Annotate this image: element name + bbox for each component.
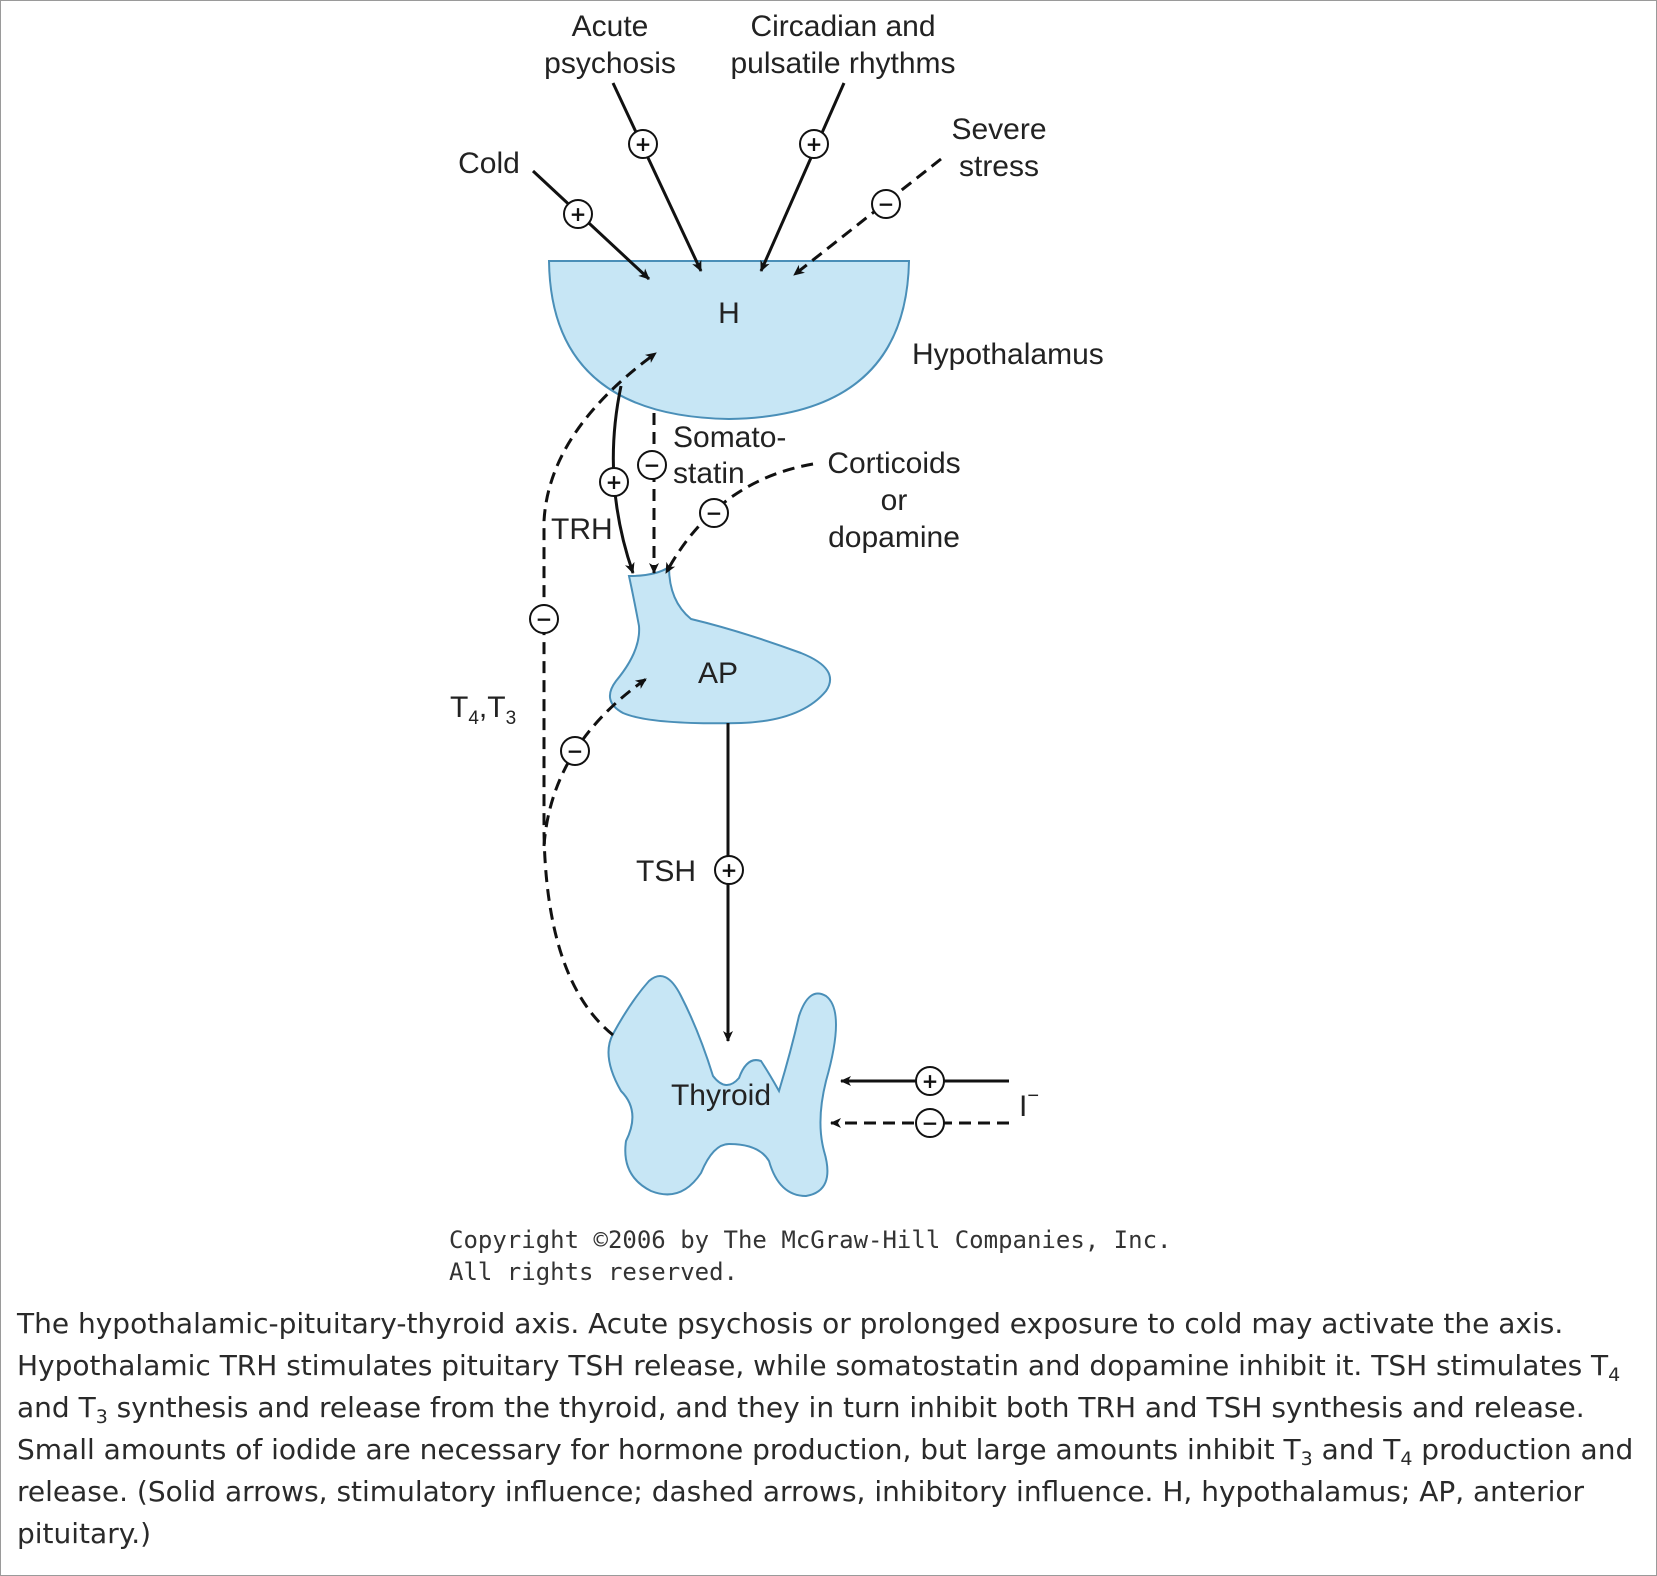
svg-text:+: +	[922, 1069, 939, 1093]
thyroid-axis-diagram: + + + − + − − − − + + − Ac	[449, 10, 1171, 1286]
minus-marker-severe-stress: −	[871, 189, 901, 219]
svg-text:+: +	[606, 470, 623, 494]
thyroid-shape	[607, 975, 837, 1198]
somatostatin-label-line1: Somato-	[673, 421, 786, 454]
iodide-label: I−	[1019, 1085, 1039, 1123]
corticoids-label-line3: dopamine	[828, 521, 960, 554]
acute-psychosis-arrow	[611, 82, 703, 272]
acute-psychosis-label-line2: psychosis	[544, 47, 676, 80]
anterior-pituitary-label: AP	[698, 657, 738, 690]
svg-text:+: +	[570, 202, 587, 226]
t4t3-label: T4,T3	[450, 691, 516, 729]
plus-marker-acute-psychosis: +	[628, 129, 658, 159]
svg-text:−: −	[922, 1111, 939, 1135]
hypothalamus-shape	[547, 260, 911, 421]
cold-label: Cold	[458, 147, 520, 180]
somatostatin-label-line2: statin	[673, 457, 745, 490]
svg-text:+: +	[806, 132, 823, 156]
minus-marker-t4t3-pituitary: −	[560, 736, 590, 766]
hypothalamus-h-label: H	[718, 297, 740, 330]
plus-marker-cold: +	[563, 199, 593, 229]
hypothalamus-label: Hypothalamus	[912, 338, 1104, 371]
minus-marker-somatostatin: −	[637, 450, 667, 480]
circadian-arrow	[759, 82, 846, 272]
corticoids-label-line2: or	[881, 484, 908, 517]
minus-marker-iodide: −	[915, 1108, 945, 1138]
svg-text:−: −	[567, 739, 584, 763]
plus-marker-iodide: +	[915, 1066, 945, 1096]
thyroid-label: Thyroid	[671, 1079, 771, 1112]
severe-stress-arrow	[793, 157, 942, 277]
plus-marker-tsh: +	[714, 855, 744, 885]
svg-text:−: −	[536, 607, 553, 631]
copyright-line2: All rights reserved.	[449, 1258, 738, 1286]
minus-marker-corticoids: −	[699, 498, 729, 528]
corticoids-label-line1: Corticoids	[827, 447, 960, 480]
plus-marker-circadian: +	[799, 129, 829, 159]
acute-psychosis-label-line1: Acute	[572, 10, 649, 43]
plus-marker-trh: +	[599, 467, 629, 497]
circadian-label-line1: Circadian and	[750, 10, 935, 43]
svg-text:+: +	[635, 132, 652, 156]
svg-text:−: −	[878, 192, 895, 216]
corticoids-arrow	[664, 462, 814, 574]
minus-marker-t4t3-hypothalamus: −	[529, 604, 559, 634]
figure-caption: The hypothalamic-pituitary-thyroid axis.…	[17, 1307, 1634, 1550]
trh-label: TRH	[551, 513, 613, 546]
copyright-line1: Copyright ©2006 by The McGraw-Hill Compa…	[449, 1226, 1171, 1254]
cold-arrow	[531, 169, 651, 281]
anterior-pituitary-shape	[608, 565, 832, 725]
tsh-label: TSH	[636, 855, 696, 888]
svg-text:+: +	[721, 858, 738, 882]
severe-stress-label-line1: Severe	[951, 113, 1046, 146]
svg-text:−: −	[706, 501, 723, 525]
svg-text:−: −	[644, 453, 661, 477]
severe-stress-label-line2: stress	[959, 150, 1039, 183]
circadian-label-line2: pulsatile rhythms	[730, 47, 955, 80]
